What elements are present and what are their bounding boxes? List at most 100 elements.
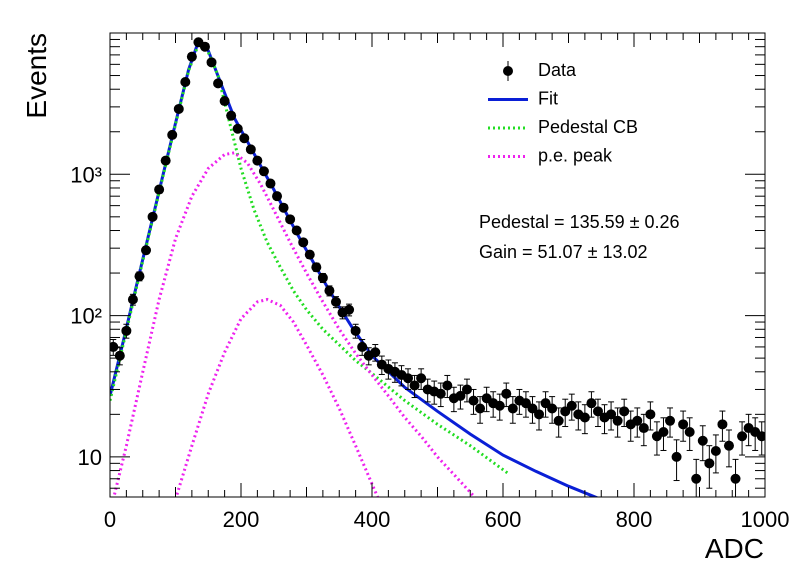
data-point (350, 325, 361, 336)
data-point (180, 76, 191, 87)
data-point (121, 325, 132, 336)
data-point (114, 350, 125, 361)
data-point (416, 373, 427, 384)
data-point (141, 245, 152, 256)
y-tick-label: 10 (78, 445, 102, 470)
data-point (173, 103, 184, 114)
data-point (645, 409, 656, 420)
data-point (592, 406, 603, 417)
data-point (160, 155, 171, 166)
data-point (606, 409, 617, 420)
data-point (311, 262, 322, 273)
data-point (344, 304, 355, 315)
data-point (245, 144, 256, 155)
data-point (409, 380, 420, 391)
data-point (239, 133, 250, 144)
data-point (330, 296, 341, 307)
data-point (704, 458, 715, 469)
y-tick-label: 10³ (70, 162, 102, 187)
data-point (167, 129, 178, 140)
data-point (304, 249, 315, 260)
fit-curve (112, 151, 477, 497)
data-point (258, 166, 269, 177)
data-point (730, 473, 741, 484)
data-point (468, 395, 479, 406)
data-point (219, 96, 230, 107)
data-point (586, 398, 597, 409)
data-point (127, 294, 138, 305)
data-point (317, 272, 328, 283)
data-point (638, 423, 649, 434)
data-point (226, 110, 237, 121)
data-point (435, 388, 446, 399)
x-tick-label: 600 (485, 507, 522, 532)
data-point (658, 426, 669, 437)
data-point (147, 211, 158, 222)
data-point (370, 347, 381, 358)
legend-marker (503, 66, 513, 76)
data-point (697, 435, 708, 446)
data-point (566, 400, 577, 411)
x-tick-label: 800 (616, 507, 653, 532)
data-point (671, 451, 682, 462)
data-point (442, 380, 453, 391)
x-tick-label: 400 (354, 507, 391, 532)
data-point (553, 415, 564, 426)
data-point (278, 202, 289, 213)
data-point (403, 373, 414, 384)
data-point (612, 415, 623, 426)
data-point (684, 426, 695, 437)
x-tick-label: 200 (223, 507, 260, 532)
data-point (232, 123, 243, 134)
data-point (265, 178, 276, 189)
x-tick-label: 0 (104, 507, 116, 532)
data-point (199, 41, 210, 52)
data-point (710, 446, 721, 457)
data-point (507, 403, 518, 414)
legend-label: p.e. peak (538, 145, 613, 165)
data-point (213, 78, 224, 89)
data-point (619, 406, 630, 417)
data-point (494, 400, 505, 411)
x-axis-title: ADC (705, 533, 764, 564)
data-point (186, 51, 197, 62)
data-point (206, 57, 217, 68)
data-point (475, 403, 486, 414)
annotation: Pedestal = 135.59 ± 0.26 (479, 212, 680, 232)
data-point (324, 285, 335, 296)
y-axis-title: Events (21, 33, 52, 119)
legend-label: Pedestal CB (538, 117, 638, 137)
data-point (534, 409, 545, 420)
data-point (527, 403, 538, 414)
data-point (272, 191, 283, 202)
data-point (455, 390, 466, 401)
data-point (560, 406, 571, 417)
data-point (461, 384, 472, 395)
data-point (717, 419, 728, 430)
legend-label: Fit (538, 88, 558, 108)
legend-label: Data (538, 60, 577, 80)
data-point (665, 415, 676, 426)
fit-curve (110, 38, 599, 497)
y-tick-label: 10² (70, 304, 102, 329)
data-point (547, 403, 558, 414)
data-point (632, 415, 643, 426)
annotation: Gain = 51.07 ± 13.02 (479, 242, 648, 262)
data-point (723, 440, 734, 451)
data-point (154, 184, 165, 195)
x-tick-label: 1000 (741, 507, 790, 532)
data-point (291, 225, 302, 236)
data-point (756, 431, 765, 442)
data-point (298, 237, 309, 248)
data-point (691, 473, 702, 484)
data-point (579, 412, 590, 423)
data-point (252, 155, 263, 166)
data-point (285, 214, 296, 225)
data-point (737, 431, 748, 442)
data-point (357, 341, 368, 352)
data-point (134, 271, 145, 282)
data-point (501, 388, 512, 399)
data-point (678, 419, 689, 430)
